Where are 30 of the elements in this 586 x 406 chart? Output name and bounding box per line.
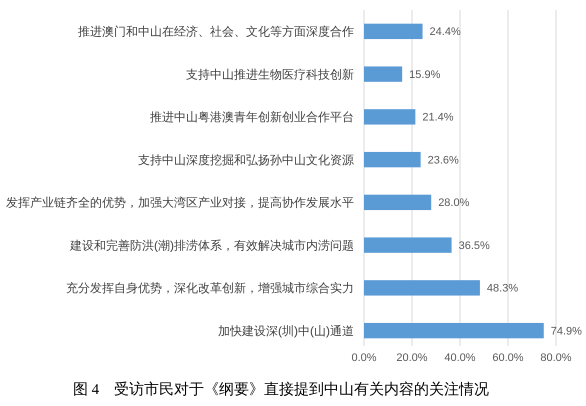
data-label: 24.4% xyxy=(430,26,461,38)
data-label: 28.0% xyxy=(438,197,470,210)
bar xyxy=(364,66,402,82)
data-label: 48.3% xyxy=(486,282,518,295)
x-tick-label: 80.0% xyxy=(540,352,572,364)
data-label: 74.9% xyxy=(550,325,582,338)
x-tick-label: 40.0% xyxy=(444,352,476,364)
bar xyxy=(364,24,423,40)
data-label: 36.5% xyxy=(458,240,490,252)
y-tick-label: 发挥产业链齐全的优势，加强大湾区产业对接，提高协作发展水平 xyxy=(6,196,354,210)
x-tick-label: 20.0% xyxy=(396,352,428,364)
bar xyxy=(364,152,421,168)
data-label: 23.6% xyxy=(428,154,460,166)
x-tick-label: 60.0% xyxy=(492,352,524,364)
y-tick-label: 推进中山粤港澳青年创新创业合作平台 xyxy=(150,110,354,124)
y-tick-label: 支持中山推进生物医疗科技创新 xyxy=(186,67,354,82)
bar xyxy=(364,280,480,296)
y-tick-label: 加快建设深(圳)中(山)通道 xyxy=(218,324,354,338)
data-label: 21.4% xyxy=(422,112,454,124)
y-tick-label: 充分发挥自身优势，深化改革创新，增强城市综合实力 xyxy=(66,281,354,296)
bar xyxy=(364,194,432,210)
y-tick-label: 建设和完善防洪(潮)排涝体系，有效解决城市内涝问题 xyxy=(69,238,354,252)
bar xyxy=(364,109,416,125)
y-tick-label: 支持中山深度挖掘和弘扬孙中山文化资源 xyxy=(138,152,354,167)
bar xyxy=(364,237,452,253)
bar xyxy=(364,322,544,338)
text: 图 4 受访市民对于《纲要》直接提到中山有关内容的关注情况 xyxy=(72,381,490,398)
data-label: 15.9% xyxy=(409,68,441,81)
x-tick-label: 0.0% xyxy=(351,352,377,364)
y-tick-label: 推进澳门和中山在经济、社会、文化等方面深度合作 xyxy=(78,24,354,39)
